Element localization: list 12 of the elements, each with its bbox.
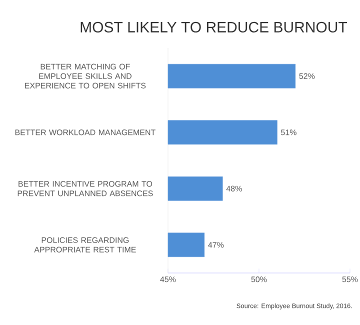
- x-tick-label: 50%: [251, 276, 267, 282]
- y-tick-label: BETTER MATCHING OF EMPLOYEE SKILLS AND EXPERIENCE TO OPEN SHIFTS: [25, 64, 146, 88]
- data-label: 47%: [208, 242, 224, 248]
- y-tick-label: POLICIES REGARDING APPROPRIATE REST TIME: [34, 237, 136, 252]
- y-tick-label: BETTER INCENTIVE PROGRAM TO PREVENT UNPLANNED ABSENCES: [18, 181, 153, 196]
- x-tick-label: 45%: [160, 276, 176, 282]
- chart-title: MOST LIKELY TO REDUCE BURNOUT: [80, 22, 348, 32]
- data-label: 51%: [281, 130, 296, 136]
- data-label: 48%: [226, 186, 242, 192]
- data-label: 52%: [299, 73, 315, 79]
- y-tick-label: BETTER WORKLOAD MANAGEMENT: [15, 130, 156, 136]
- x-tick-label: 55%: [342, 276, 358, 282]
